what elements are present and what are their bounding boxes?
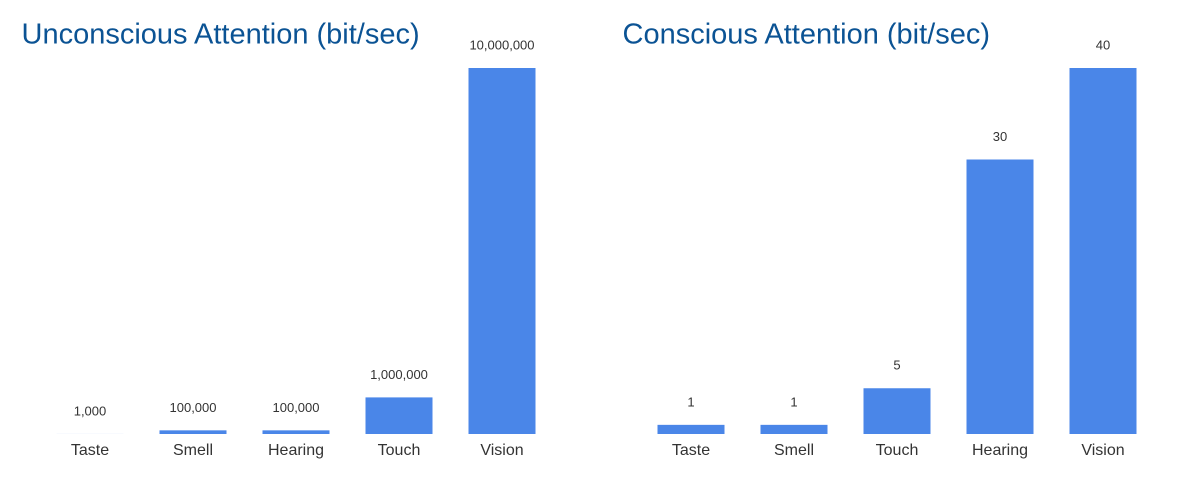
value-label: 1,000 (74, 403, 107, 418)
x-tick-label: Vision (1081, 442, 1124, 459)
bar (657, 424, 725, 434)
x-tick-label: Taste (672, 442, 710, 459)
chart-title: Conscious Attention (bit/sec) (623, 19, 991, 51)
bar (468, 68, 536, 434)
value-label: 1 (687, 394, 694, 409)
x-tick-label: Hearing (972, 442, 1028, 459)
bar (365, 397, 433, 434)
x-tick-label: Touch (378, 442, 421, 459)
bar (262, 430, 330, 434)
value-label: 1,000,000 (370, 367, 428, 382)
value-label: 100,000 (273, 400, 320, 415)
value-label: 30 (993, 129, 1007, 144)
x-tick-label: Touch (876, 442, 919, 459)
value-label: 10,000,000 (469, 37, 534, 52)
x-tick-label: Smell (173, 442, 213, 459)
x-tick-label: Taste (71, 442, 109, 459)
x-tick-label: Smell (774, 442, 814, 459)
bar (1069, 68, 1137, 434)
bar (966, 159, 1034, 434)
value-label: 40 (1096, 37, 1110, 52)
x-tick-label: Hearing (268, 442, 324, 459)
bar (863, 388, 931, 434)
bar (760, 424, 828, 434)
bar (159, 430, 227, 434)
value-label: 5 (893, 358, 900, 373)
x-tick-label: Vision (480, 442, 523, 459)
chart-title: Unconscious Attention (bit/sec) (22, 19, 420, 51)
value-label: 1 (790, 394, 797, 409)
value-label: 100,000 (170, 400, 217, 415)
